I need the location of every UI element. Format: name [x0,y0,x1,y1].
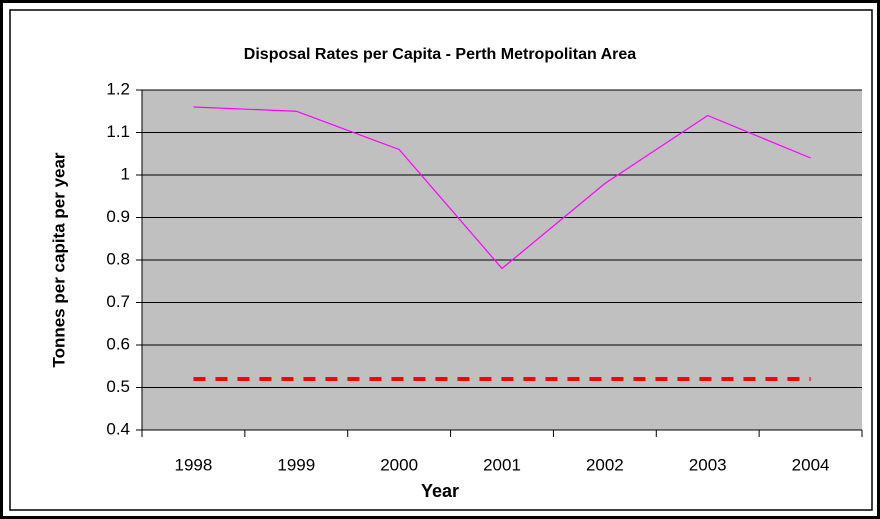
chart-title: Disposal Rates per Capita - Perth Metrop… [244,46,636,63]
y-tick-label: 0.9 [106,207,130,226]
series-line [193,106,811,270]
y-tick-label: 1.1 [106,122,130,141]
x-tick-label: 1998 [175,455,213,474]
x-tick-label: 1999 [277,455,315,474]
x-tick-label: 2003 [689,455,727,474]
y-tick-label: 0.7 [106,292,130,311]
y-tick-label: 0.4 [106,419,130,438]
x-axis-label: Year [421,481,459,501]
x-tick-label: 2000 [380,455,418,474]
y-tick-label: 1 [121,164,130,183]
y-tick-label: 0.6 [106,334,130,353]
y-tick-label: 0.5 [106,377,130,396]
x-tick-label: 2004 [792,455,830,474]
x-tick-label: 2002 [586,455,624,474]
y-tick-label: 1.2 [106,79,130,98]
y-tick-label: 0.8 [106,249,130,268]
y-axis-label: Tonnes per capita per year [49,152,68,367]
x-tick-label: 2001 [483,455,521,474]
